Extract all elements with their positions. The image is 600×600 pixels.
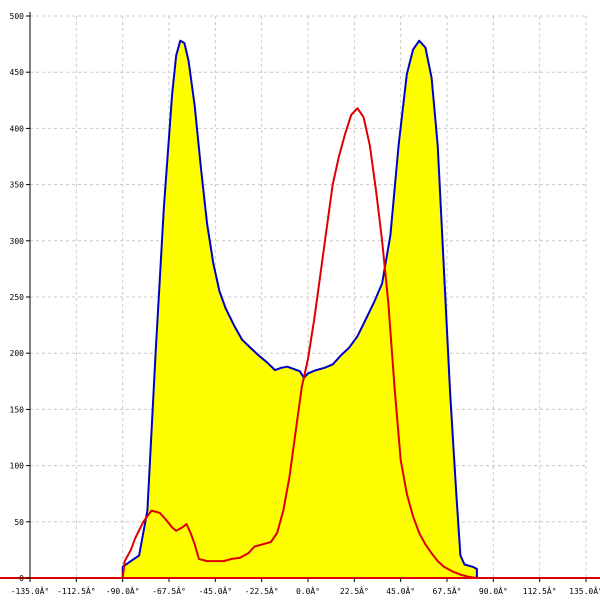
tick-labels: 0 50 100 150 200 250 300 350 400 450 500 -135.0Â° -1… (10, 12, 600, 596)
y-tick-label: 300 (10, 237, 25, 246)
series-0-area (122, 40, 477, 578)
axes (0, 12, 600, 582)
x-tick-label: -67.5Â° (152, 585, 186, 596)
y-tick-label: 200 (10, 349, 25, 358)
x-tick-label: 0.0Â° (296, 585, 320, 596)
y-tick-label: 500 (10, 12, 25, 21)
y-tick-label: 150 (10, 405, 25, 414)
y-tick-label: 100 (10, 462, 25, 471)
x-tick-label: 45.0Â° (386, 585, 415, 596)
x-tick-label: 22.5Â° (340, 585, 369, 596)
y-tick-label: 0 (19, 574, 24, 583)
series-0-line (121, 39, 478, 578)
y-tick-label: 250 (10, 293, 25, 302)
y-tick-label: 450 (10, 68, 25, 77)
x-tick-label: 90.0Â° (479, 585, 508, 596)
x-tick-label: -112.5Â° (57, 585, 96, 596)
series-layer (30, 39, 586, 579)
x-tick-label: -135.0Â° (11, 585, 50, 596)
y-tick-label: 350 (10, 181, 25, 190)
series-1-line (30, 107, 586, 579)
x-tick-label: 67.5Â° (433, 585, 462, 596)
x-tick-label: -45.0Â° (198, 585, 232, 596)
y-tick-label: 400 (10, 124, 25, 133)
x-tick-label: -22.5Â° (245, 585, 279, 596)
x-tick-label: -90.0Â° (106, 585, 140, 596)
x-tick-label: 135.0Â° (569, 585, 600, 596)
y-tick-label: 50 (14, 518, 24, 527)
x-tick-label: 112.5Â° (523, 585, 557, 596)
